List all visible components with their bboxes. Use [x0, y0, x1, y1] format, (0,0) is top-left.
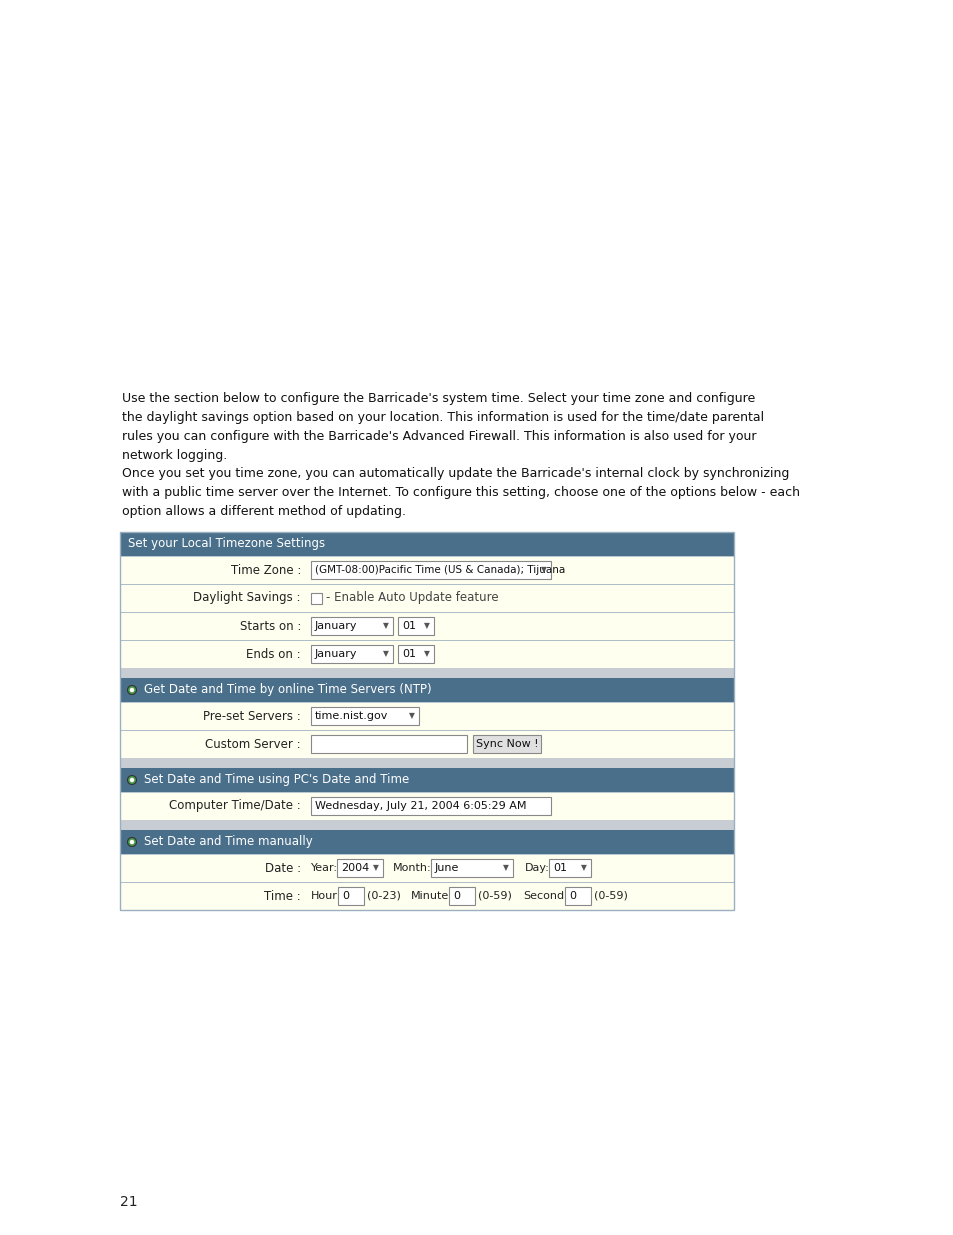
- Bar: [120, 701, 733, 730]
- Text: ▼: ▼: [383, 621, 389, 631]
- Text: Time Zone :: Time Zone :: [231, 563, 301, 577]
- Text: ▼: ▼: [424, 621, 430, 631]
- Text: ▼: ▼: [424, 650, 430, 658]
- Bar: [120, 758, 733, 768]
- Text: Sync Now !: Sync Now !: [476, 739, 537, 748]
- Text: Daylight Savings :: Daylight Savings :: [193, 592, 301, 604]
- Bar: [311, 735, 467, 753]
- Circle shape: [128, 776, 136, 784]
- Bar: [120, 768, 733, 792]
- Bar: [311, 593, 322, 604]
- Bar: [120, 668, 733, 678]
- Text: January: January: [314, 650, 357, 659]
- Text: rules you can configure with the Barricade's Advanced Firewall. This information: rules you can configure with the Barrica…: [122, 430, 756, 443]
- Text: (0-23): (0-23): [367, 890, 400, 902]
- Text: January: January: [314, 621, 357, 631]
- Circle shape: [130, 688, 134, 693]
- Bar: [120, 820, 733, 830]
- Circle shape: [130, 840, 134, 845]
- Text: network logging.: network logging.: [122, 450, 227, 462]
- Text: ▼: ▼: [580, 863, 586, 872]
- Bar: [120, 556, 733, 584]
- Text: with a public time server over the Internet. To configure this setting, choose o: with a public time server over the Inter…: [122, 487, 800, 499]
- Bar: [311, 797, 551, 815]
- Bar: [120, 792, 733, 820]
- Text: Once you set you time zone, you can automatically update the Barricade's interna: Once you set you time zone, you can auto…: [122, 467, 788, 480]
- Text: Time :: Time :: [264, 889, 301, 903]
- Bar: [120, 613, 733, 640]
- Text: 0: 0: [453, 890, 459, 902]
- Text: 0: 0: [341, 890, 349, 902]
- Bar: [120, 532, 733, 556]
- Text: the daylight savings option based on your location. This information is used for: the daylight savings option based on you…: [122, 411, 763, 424]
- Text: 01: 01: [401, 650, 416, 659]
- Text: (0-59): (0-59): [477, 890, 512, 902]
- Text: 21: 21: [120, 1195, 137, 1209]
- Bar: [473, 735, 540, 753]
- Text: - Enable Auto Update feature: - Enable Auto Update feature: [326, 592, 498, 604]
- Circle shape: [128, 837, 136, 846]
- Text: Starts on :: Starts on :: [239, 620, 301, 632]
- Text: 2004: 2004: [340, 863, 369, 873]
- Bar: [120, 678, 733, 701]
- Text: Pre-set Servers :: Pre-set Servers :: [203, 709, 301, 722]
- Text: Date :: Date :: [265, 862, 301, 874]
- Text: Ends on :: Ends on :: [246, 647, 301, 661]
- Circle shape: [128, 685, 136, 694]
- Bar: [311, 645, 393, 663]
- Text: Set Date and Time using PC's Date and Time: Set Date and Time using PC's Date and Ti…: [144, 773, 409, 787]
- Bar: [120, 882, 733, 910]
- Text: Month:: Month:: [393, 863, 431, 873]
- Text: ▼: ▼: [373, 863, 378, 872]
- Text: Use the section below to configure the Barricade's system time. Select your time: Use the section below to configure the B…: [122, 391, 755, 405]
- Text: Computer Time/Date :: Computer Time/Date :: [169, 799, 301, 813]
- Text: (GMT-08:00)Pacific Time (US & Canada); Tijuana: (GMT-08:00)Pacific Time (US & Canada); T…: [314, 564, 565, 576]
- Bar: [120, 640, 733, 668]
- Text: Hour:: Hour:: [311, 890, 341, 902]
- Text: Set your Local Timezone Settings: Set your Local Timezone Settings: [128, 537, 325, 551]
- Text: ▼: ▼: [540, 566, 546, 574]
- Bar: [449, 887, 475, 905]
- Text: Get Date and Time by online Time Servers (NTP): Get Date and Time by online Time Servers…: [144, 683, 431, 697]
- Bar: [564, 887, 590, 905]
- Text: June: June: [435, 863, 459, 873]
- Text: 01: 01: [401, 621, 416, 631]
- Bar: [397, 645, 434, 663]
- Bar: [311, 706, 418, 725]
- Text: (0-59): (0-59): [594, 890, 627, 902]
- Text: Wednesday, July 21, 2004 6:05:29 AM: Wednesday, July 21, 2004 6:05:29 AM: [314, 802, 526, 811]
- Circle shape: [130, 778, 134, 782]
- Text: ▼: ▼: [383, 650, 389, 658]
- Bar: [120, 853, 733, 882]
- Text: Second:: Second:: [522, 890, 567, 902]
- Text: Set Date and Time manually: Set Date and Time manually: [144, 836, 313, 848]
- Text: Year:: Year:: [311, 863, 337, 873]
- Text: ▼: ▼: [409, 711, 415, 720]
- Text: Custom Server :: Custom Server :: [205, 737, 301, 751]
- Text: 0: 0: [568, 890, 576, 902]
- Bar: [397, 618, 434, 635]
- Bar: [311, 561, 551, 579]
- Text: Minute:: Minute:: [411, 890, 453, 902]
- Bar: [548, 860, 590, 877]
- Text: ▼: ▼: [502, 863, 508, 872]
- Bar: [431, 860, 513, 877]
- Bar: [336, 860, 382, 877]
- Text: time.nist.gov: time.nist.gov: [314, 711, 388, 721]
- Text: 01: 01: [553, 863, 566, 873]
- Bar: [120, 730, 733, 758]
- Bar: [311, 618, 393, 635]
- Bar: [120, 830, 733, 853]
- Bar: [337, 887, 364, 905]
- Text: Day:: Day:: [524, 863, 549, 873]
- Text: option allows a different method of updating.: option allows a different method of upda…: [122, 505, 406, 517]
- Bar: [120, 532, 733, 910]
- Bar: [120, 584, 733, 613]
